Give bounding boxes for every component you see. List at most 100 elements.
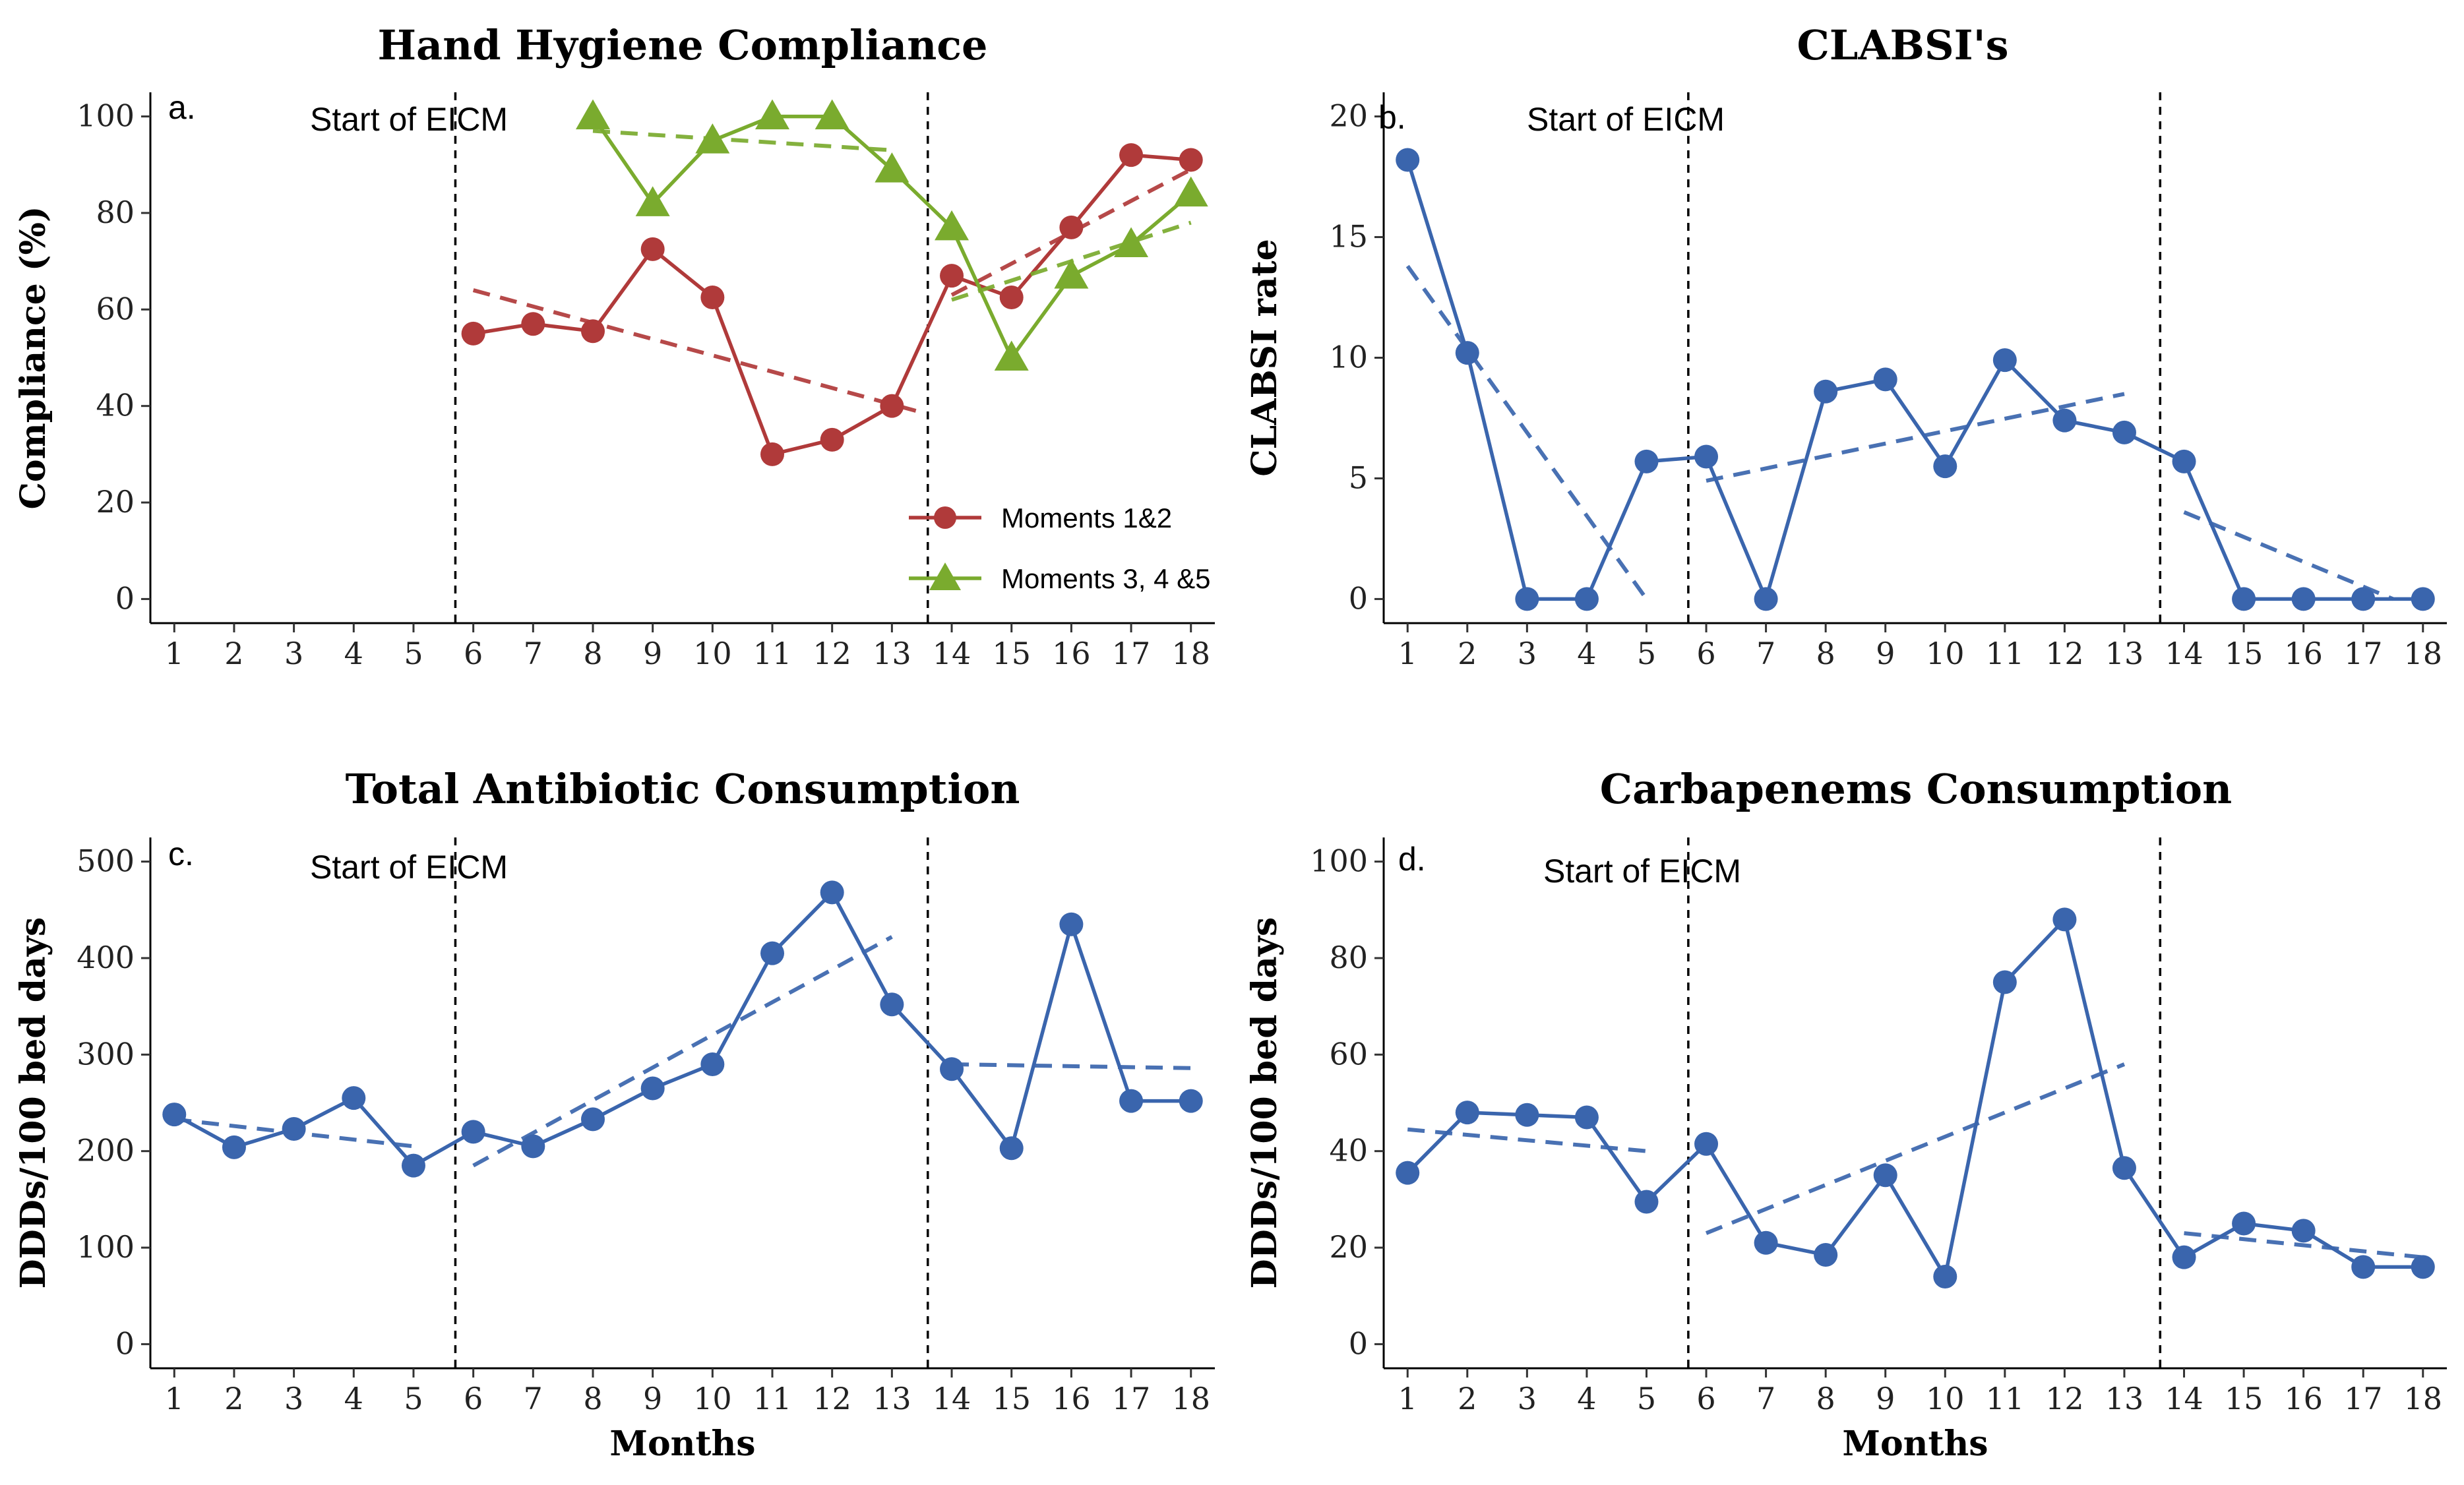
legend-key-marker — [929, 562, 961, 590]
series-1 — [575, 99, 1208, 371]
data-point — [2351, 1255, 2376, 1279]
trend-line — [472, 935, 893, 1168]
x-tick-label: 15 — [2225, 1381, 2264, 1416]
data-point — [401, 1153, 425, 1178]
x-tick-label: 16 — [1052, 1381, 1091, 1416]
panel-label: a. — [168, 89, 196, 126]
data-point — [1396, 1161, 1420, 1185]
data-point — [1455, 1101, 1479, 1125]
x-tick-label: 7 — [524, 1381, 543, 1416]
x-tick-label: 3 — [1518, 1381, 1537, 1416]
data-point — [1054, 258, 1089, 289]
data-point — [2291, 1219, 2316, 1243]
x-tick-label: 1 — [1398, 636, 1417, 671]
x-tick-label: 10 — [1926, 1381, 1965, 1416]
data-point — [2052, 408, 2077, 433]
data-point — [940, 264, 964, 288]
y-tick-label: 40 — [1329, 1133, 1368, 1168]
y-axis-title: Compliance (%) — [13, 206, 53, 510]
y-tick-label: 100 — [77, 1229, 135, 1265]
data-point — [1754, 1230, 1778, 1255]
data-point — [1933, 1264, 1957, 1288]
y-tick-label: 15 — [1329, 219, 1368, 255]
x-tick-label: 7 — [1756, 1381, 1775, 1416]
y-tick-label: 0 — [115, 580, 135, 616]
x-tick-label: 10 — [693, 636, 732, 671]
data-point — [1119, 143, 1144, 167]
y-tick-label: 0 — [115, 1325, 135, 1361]
data-point — [760, 941, 785, 965]
data-point — [700, 1052, 725, 1076]
data-point — [2291, 587, 2316, 611]
y-tick-label: 400 — [77, 940, 135, 975]
data-point — [521, 312, 545, 336]
x-tick-label: 13 — [873, 636, 911, 671]
data-point — [820, 427, 844, 452]
series-0 — [162, 880, 1203, 1178]
y-tick-label: 80 — [1329, 940, 1368, 975]
data-point — [695, 123, 730, 154]
y-tick-label: 300 — [77, 1036, 135, 1072]
x-tick-label: 10 — [1926, 636, 1965, 671]
x-tick-label: 14 — [933, 1381, 971, 1416]
x-tick-label: 8 — [583, 1381, 602, 1416]
data-point — [2172, 449, 2196, 473]
data-point — [1574, 1105, 1599, 1130]
series-line — [1406, 917, 2423, 1279]
x-tick-label: 4 — [1577, 1381, 1596, 1416]
data-point — [760, 442, 785, 466]
data-point — [635, 186, 670, 216]
x-tick-label: 9 — [1876, 1381, 1895, 1416]
y-axis-title: CLABSI rate — [1245, 239, 1285, 476]
data-point — [815, 99, 849, 130]
y-tick-label: 60 — [1329, 1036, 1368, 1072]
data-point — [880, 992, 904, 1017]
x-tick-label: 6 — [464, 636, 483, 671]
data-point — [1455, 341, 1479, 365]
y-axis-title: DDDs/100 bed days — [13, 917, 53, 1289]
x-tick-label: 9 — [643, 636, 662, 671]
data-point — [1694, 444, 1719, 469]
y-tick-label: 80 — [96, 195, 135, 230]
x-axis-title: Months — [609, 1424, 755, 1464]
x-tick-label: 15 — [992, 636, 1031, 671]
x-tick-label: 1 — [1398, 1381, 1417, 1416]
x-tick-label: 16 — [2284, 1381, 2323, 1416]
x-tick-label: 18 — [1171, 636, 1210, 671]
x-tick-label: 9 — [1876, 636, 1895, 671]
series-0 — [461, 143, 1203, 466]
y-tick-label: 60 — [96, 291, 135, 326]
data-point — [580, 1107, 605, 1132]
x-tick-label: 14 — [933, 636, 971, 671]
x-tick-label: 9 — [643, 1381, 662, 1416]
data-point — [755, 99, 790, 130]
legend-key-marker — [934, 506, 956, 529]
y-tick-label: 100 — [77, 98, 135, 134]
x-tick-label: 4 — [1577, 636, 1596, 671]
data-point — [999, 286, 1024, 310]
start-eicm-annotation: Start of EICM — [310, 849, 508, 886]
x-tick-label: 1 — [165, 636, 184, 671]
legend-entry: Moments 1&2 — [1001, 502, 1172, 533]
x-tick-label: 6 — [1696, 1381, 1715, 1416]
y-tick-label: 10 — [1329, 340, 1368, 375]
data-point — [2232, 587, 2256, 611]
x-tick-label: 17 — [2344, 636, 2383, 671]
data-point — [1179, 1089, 1203, 1113]
series-line — [1405, 159, 2423, 601]
series-line — [173, 890, 1191, 1168]
x-tick-label: 10 — [693, 1381, 732, 1416]
x-tick-label: 13 — [2105, 636, 2144, 671]
x-tick-label: 4 — [344, 1381, 363, 1416]
data-point — [1933, 454, 1957, 479]
x-tick-label: 8 — [1816, 1381, 1835, 1416]
x-tick-label: 15 — [2225, 636, 2264, 671]
data-point — [1515, 1103, 1539, 1127]
chart-title: Carbapenems Consumption — [1600, 765, 2232, 813]
x-tick-label: 5 — [404, 636, 423, 671]
x-tick-label: 5 — [1637, 1381, 1656, 1416]
data-point — [2112, 420, 2136, 444]
data-point — [575, 99, 610, 130]
